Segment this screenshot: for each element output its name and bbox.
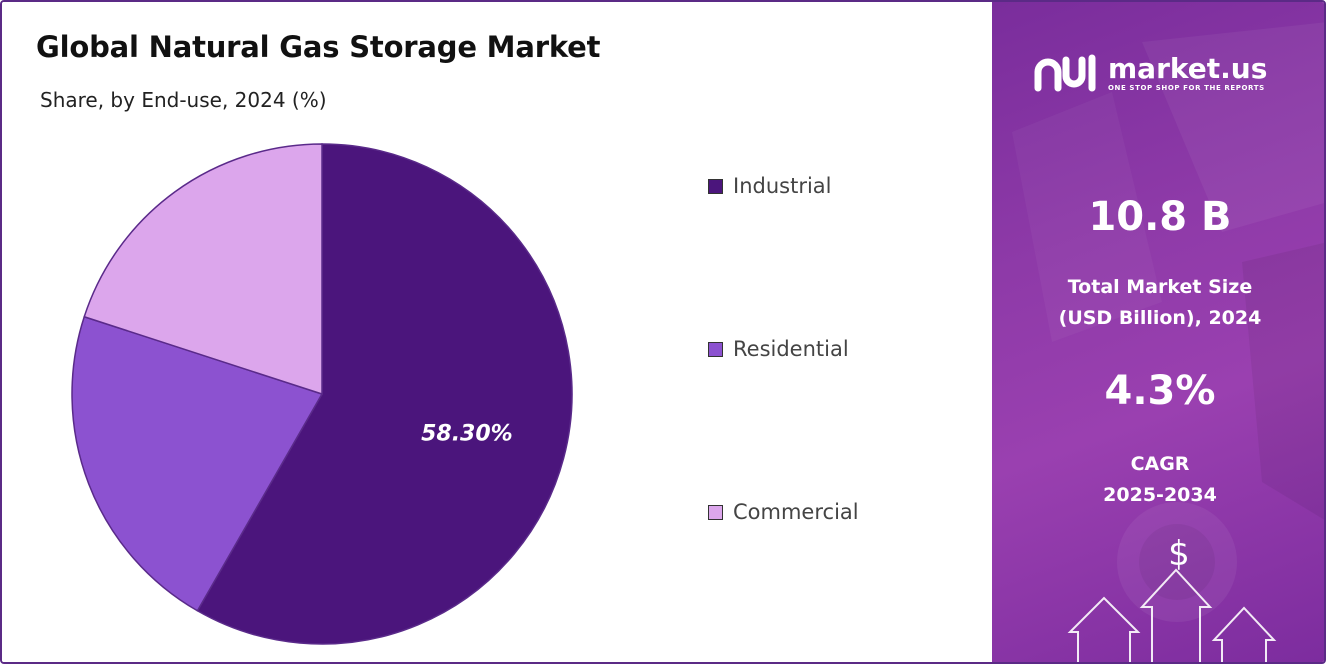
cagr-label-line2: 2025-2034 <box>1103 484 1217 506</box>
legend-item-industrial: Industrial <box>708 174 832 198</box>
pie-slice-commercial <box>83 143 323 396</box>
market-size-value: 10.8 B <box>1088 194 1232 240</box>
legend-label-industrial: Industrial <box>733 174 832 198</box>
market-us-logo-icon <box>1034 54 1096 92</box>
background-decoration: $ <box>1012 22 1324 662</box>
legend-swatch-residential <box>708 341 723 357</box>
market-size-label-line2: (USD Billion), 2024 <box>1058 307 1262 329</box>
cagr-value: 4.3% <box>1104 368 1216 414</box>
chart-subtitle: Share, by End-use, 2024 (%) <box>40 88 327 112</box>
brand-tagline: ONE STOP SHOP FOR THE REPORTS <box>1108 84 1265 92</box>
market-size-label-line1: Total Market Size <box>1067 276 1253 298</box>
cagr-label-line1: CAGR <box>1130 453 1190 475</box>
pie-slice-residential <box>71 315 324 612</box>
pie-chart: 58.30% <box>71 143 573 645</box>
brand-name: market.us <box>1108 52 1268 85</box>
legend-swatch-industrial <box>708 178 723 194</box>
dollar-icon: $ <box>1168 534 1190 574</box>
legend-label-residential: Residential <box>733 337 849 361</box>
stats-panel: $ market.us ONE STOP SHOP FOR THE REPORT… <box>992 2 1324 662</box>
legend-swatch-commercial <box>708 504 723 520</box>
brand-logo: market.us ONE STOP SHOP FOR THE REPORTS <box>1032 52 1267 94</box>
arrow-up-icon <box>1067 568 1277 662</box>
pie-slice-industrial <box>196 143 573 645</box>
chart-panel: Global Natural Gas Storage Market Share,… <box>2 2 990 662</box>
data-label-industrial: 58.30% <box>421 422 513 447</box>
legend-item-residential: Residential <box>708 337 849 361</box>
legend-item-commercial: Commercial <box>708 500 859 524</box>
chart-title: Global Natural Gas Storage Market <box>36 30 601 64</box>
legend-label-commercial: Commercial <box>733 500 859 524</box>
